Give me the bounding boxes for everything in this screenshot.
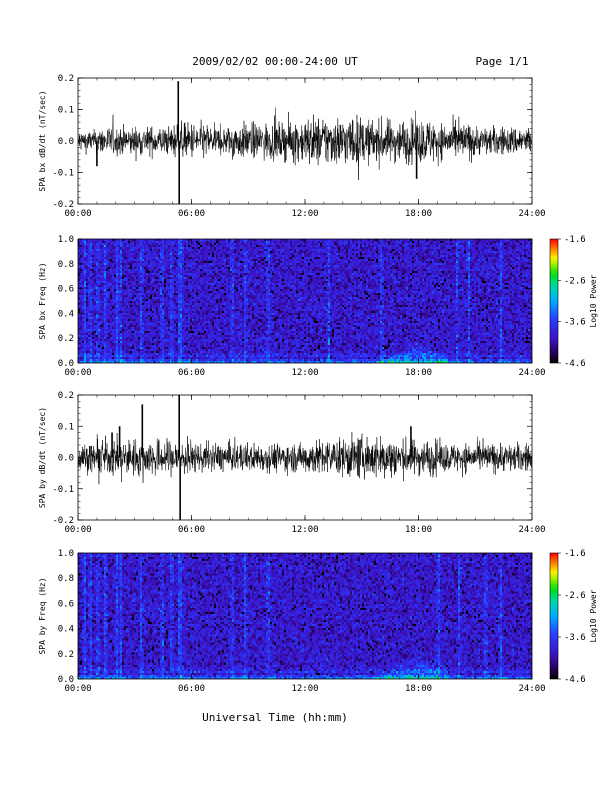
colorbar: [549, 552, 559, 680]
x-tick-label: 12:00: [291, 684, 318, 694]
x-tick-label: 06:00: [178, 209, 205, 219]
y-tick-label: 0.8: [58, 260, 74, 270]
colorbar-label: Log10 Power: [589, 274, 598, 327]
y-tick-label: 0.2: [58, 334, 74, 344]
figure-title: 2009/02/02 00:00-24:00 UT: [192, 55, 358, 68]
x-tick-label: 24:00: [518, 525, 545, 535]
y-axis-label: SPA bx Freq (Hz): [38, 262, 47, 339]
colorbar-label: Log10 Power: [589, 589, 598, 642]
x-tick-label: 18:00: [405, 684, 432, 694]
y-tick-label: 0.2: [58, 74, 74, 84]
y-tick-label: 0.6: [58, 285, 74, 295]
colorbar-tick-label: -2.6: [564, 276, 586, 286]
x-tick-label: 18:00: [405, 209, 432, 219]
y-tick-label: 0.8: [58, 574, 74, 584]
x-tick-label: 12:00: [291, 209, 318, 219]
y-tick-label: -0.1: [52, 169, 74, 179]
colorbar: [549, 238, 559, 364]
x-tick-label: 24:00: [518, 684, 545, 694]
y-tick-label: 0.0: [58, 454, 74, 464]
y-tick-label: 0.2: [58, 650, 74, 660]
y-tick-label: 0.0: [58, 137, 74, 147]
x-tick-label: 18:00: [405, 525, 432, 535]
time-series-trace: [77, 107, 532, 180]
panel-3: 00:00 06:00 12:00 18:00 24:00 -0.2 -0.1 0.0 0.1 0…: [38, 391, 546, 535]
y-tick-label: 0.1: [58, 106, 74, 116]
colorbar-tick-label: -4.6: [564, 675, 586, 685]
x-tick-label: 12:00: [291, 368, 318, 378]
y-tick-label: 0.2: [58, 391, 74, 401]
x-tick-label: 06:00: [178, 684, 205, 694]
panels-group: 00:00 06:00 12:00 18:00 24:00 -0.2 -0.1 0.0 0.1 0…: [38, 74, 598, 694]
panel-2: -1.6 -2.6 -3.6 -4.6 Log10 Power 00:00 06:00 12:…: [38, 235, 598, 378]
colorbar-tick-label: -1.6: [564, 235, 586, 245]
y-tick-label: -0.1: [52, 485, 74, 495]
x-tick-label: 24:00: [518, 368, 545, 378]
x-tick-label: 06:00: [178, 368, 205, 378]
y-tick-label: 0.4: [58, 625, 74, 635]
panel-1: 00:00 06:00 12:00 18:00 24:00 -0.2 -0.1 0.0 0.1 0…: [38, 74, 546, 219]
y-tick-label: 1.0: [58, 549, 74, 559]
y-tick-label: 0.0: [58, 675, 74, 685]
y-tick-label: -0.2: [52, 200, 74, 210]
x-tick-label: 00:00: [64, 209, 91, 219]
y-tick-label: -0.2: [52, 516, 74, 526]
x-tick-label: 06:00: [178, 525, 205, 535]
y-tick-label: 0.4: [58, 309, 74, 319]
y-axis-label: SPA by dB/dt (nT/sec): [38, 407, 47, 508]
colorbar-tick-label: -4.6: [564, 359, 586, 369]
x-tick-label: 00:00: [64, 368, 91, 378]
spectrogram-image: [78, 553, 532, 679]
y-tick-label: 0.1: [58, 422, 74, 432]
spectrogram-image: [78, 239, 532, 363]
x-tick-label: 00:00: [64, 525, 91, 535]
colorbar-tick-label: -3.6: [564, 633, 586, 643]
colorbar-tick-label: -3.6: [564, 318, 586, 328]
x-tick-label: 12:00: [291, 525, 318, 535]
colorbar-tick-label: -2.6: [564, 591, 586, 601]
y-tick-label: 1.0: [58, 235, 74, 245]
x-tick-label: 18:00: [405, 368, 432, 378]
x-axis-title: Universal Time (hh:mm): [202, 711, 348, 724]
page-indicator: Page 1/1: [476, 55, 529, 68]
x-tick-label: 00:00: [64, 684, 91, 694]
y-axis-label: SPA by Freq (Hz): [38, 577, 47, 654]
colorbar-tick-label: -1.6: [564, 549, 586, 559]
panel-4: -1.6 -2.6 -3.6 -4.6 Log10 Power 00:00 06:00 12:…: [38, 549, 598, 694]
x-tick-label: 24:00: [518, 209, 545, 219]
time-series-trace: [77, 432, 532, 485]
y-tick-label: 0.6: [58, 599, 74, 609]
y-tick-label: 0.0: [58, 359, 74, 369]
y-axis-label: SPA bx dB/dt (nT/sec): [38, 90, 47, 191]
